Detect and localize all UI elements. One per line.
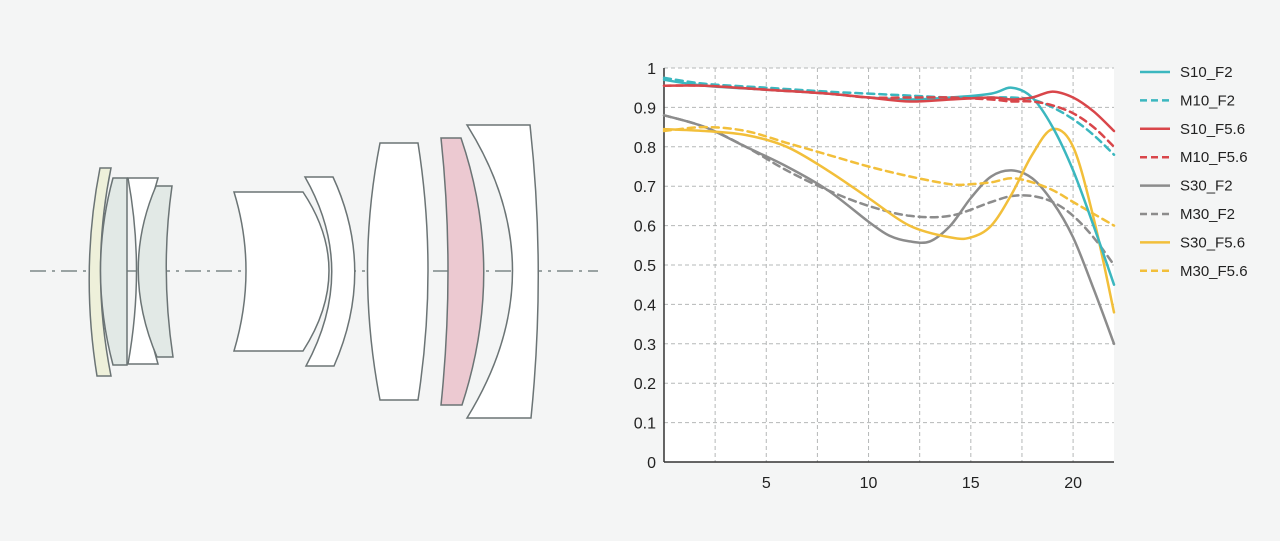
lens-element-diagram [30, 124, 598, 419]
series-line-s10-f5-6 [662, 84, 1116, 133]
legend-label: S10_F5.6 [1180, 121, 1245, 138]
lens-element-8 [440, 137, 485, 406]
y-tick-labels: 0 0.1 0.2 0.3 0.4 0.5 0.6 0.7 0.8 0.9 1 [634, 61, 656, 472]
series-line-s30-f5-6 [662, 127, 1116, 314]
x-tick-label: 15 [962, 475, 980, 492]
x-tick-label: 5 [762, 475, 771, 492]
y-tick-label: 0.9 [634, 100, 656, 117]
legend-label: S30_F5.6 [1180, 234, 1245, 251]
x-tick-label: 20 [1064, 475, 1082, 492]
chart-series [662, 76, 1116, 346]
legend-label: M10_F5.6 [1180, 149, 1248, 166]
y-tick-label: 0.4 [634, 297, 656, 314]
y-tick-label: 0.8 [634, 140, 656, 157]
lens-element-7 [366, 142, 429, 401]
x-tick-label: 10 [860, 475, 878, 492]
x-tick-labels: 5 10 15 20 [762, 475, 1082, 492]
y-tick-label: 0.3 [634, 337, 656, 354]
legend-label: M30_F5.6 [1180, 263, 1248, 280]
lens-element-5 [232, 191, 330, 352]
series-line-m10-f2 [662, 76, 1116, 156]
chart-legend: S10_F2 M10_F2 S10_F5.6 M10_F5.6 S30_F2 M30_F2… [1140, 64, 1248, 280]
y-tick-label: 0.6 [634, 219, 656, 236]
lens-element-2 [99, 177, 128, 366]
lens-element-9 [465, 124, 539, 419]
y-tick-label: 0.7 [634, 179, 656, 196]
y-tick-label: 0 [647, 455, 656, 472]
y-tick-label: 0.1 [634, 416, 656, 433]
y-tick-label: 0.2 [634, 376, 656, 393]
legend-label: M10_F2 [1180, 92, 1235, 109]
chart-grid [664, 67, 1114, 462]
lens-element-6 [303, 176, 356, 367]
series-line-m30-f5-6 [662, 125, 1116, 227]
legend-label: S30_F2 [1180, 178, 1233, 195]
chart-axes [663, 68, 1114, 463]
legend-label: M30_F2 [1180, 206, 1235, 223]
y-tick-label: 0.5 [634, 258, 656, 275]
lens-element-4 [137, 185, 174, 358]
legend-label: S10_F2 [1180, 64, 1233, 81]
y-tick-label: 1 [647, 61, 656, 78]
